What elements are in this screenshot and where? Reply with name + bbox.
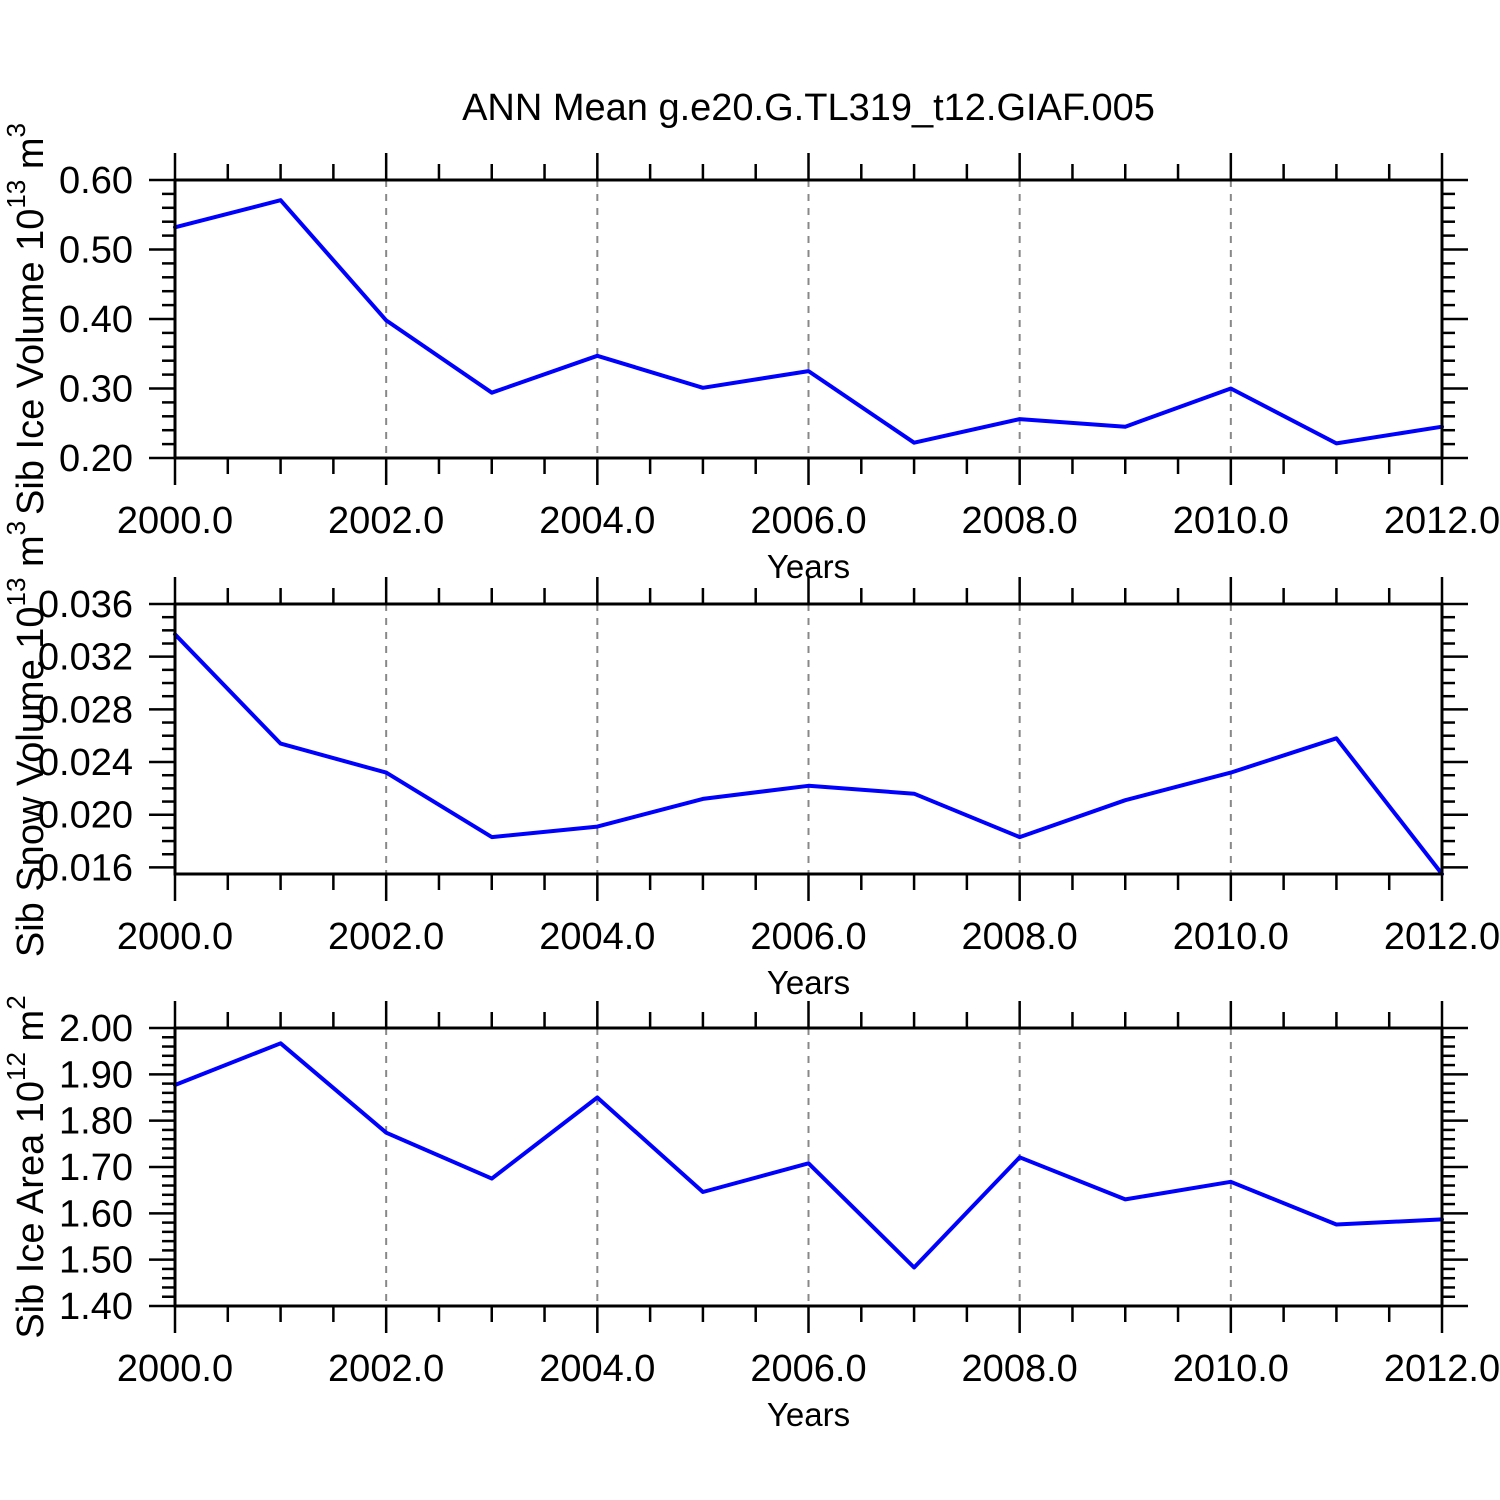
y-tick-label: 0.20 (59, 438, 133, 480)
page-title: ANN Mean g.e20.G.TL319_t12.GIAF.005 (462, 87, 1155, 129)
plot-frame (173, 178, 1444, 460)
x-tick-label: 2010.0 (1173, 916, 1289, 958)
x-tick-label: 2000.0 (117, 1348, 233, 1390)
x-tick-label: 2002.0 (328, 500, 444, 542)
x-tick-label: 2008.0 (962, 1348, 1078, 1390)
chart-sib-ice-area: 2000.0 2002.0 2004.0 2006.0 2008.0 2010.0 2012… (1, 995, 1500, 1433)
y-tick-label: 0.40 (59, 299, 133, 341)
y-tick-label: 0.50 (59, 230, 133, 272)
x-tick-label: 2000.0 (117, 916, 233, 958)
y-tick-label: 0.036 (38, 584, 133, 626)
axis-ticks (149, 153, 1468, 485)
chart-sib-snow-volume: 2000.0 2002.0 2004.0 2006.0 2008.0 2010.0 2012… (1, 521, 1500, 1001)
x-tick-label: 2012.0 (1384, 500, 1500, 542)
x-tick-label: 2006.0 (750, 1348, 866, 1390)
y-tick-label: 2.00 (59, 1008, 133, 1050)
x-axis-title: Years (767, 1396, 850, 1433)
x-axis-title: Years (767, 964, 850, 1001)
y-tick-label: 1.70 (59, 1147, 133, 1189)
y-tick-label: 0.028 (38, 689, 133, 731)
y-tick-label: 0.016 (38, 847, 133, 889)
y-tick-label: 1.60 (59, 1193, 133, 1235)
x-tick-label: 2008.0 (962, 500, 1078, 542)
x-tick-label: 2010.0 (1173, 500, 1289, 542)
y-tick-label: 1.50 (59, 1240, 133, 1282)
x-tick-label: 2012.0 (1384, 1348, 1500, 1390)
y-axis-title: Sib Ice Volume 1013 m3 (1, 123, 52, 515)
y-tick-label: 0.020 (38, 795, 133, 837)
y-tick-label: 0.024 (38, 742, 133, 784)
x-tick-label: 2012.0 (1384, 916, 1500, 958)
y-tick-label: 0.60 (59, 160, 133, 202)
x-tick-label: 2002.0 (328, 916, 444, 958)
x-tick-label: 2008.0 (962, 916, 1078, 958)
axis-ticks (149, 577, 1468, 901)
sib-ice-area-data-line (173, 1041, 1444, 1270)
x-tick-label: 2006.0 (750, 500, 866, 542)
y-axis-title: Sib Ice Area 1012 m2 (1, 995, 52, 1338)
y-tick-label: 0.30 (59, 369, 133, 411)
sib-ice-volume-data-line (173, 198, 1444, 446)
axis-ticks (149, 1001, 1468, 1333)
x-tick-label: 2006.0 (750, 916, 866, 958)
y-tick-label: 1.80 (59, 1101, 133, 1143)
sib-snow-volume-data-line (173, 632, 1444, 876)
x-tick-label: 2000.0 (117, 500, 233, 542)
y-axis-title: Sib Snow Volume 1013 m3 (1, 521, 52, 957)
x-tick-label: 2002.0 (328, 1348, 444, 1390)
x-tick-label: 2010.0 (1173, 1348, 1289, 1390)
x-tick-label: 2004.0 (539, 500, 655, 542)
y-tick-label: 1.40 (59, 1286, 133, 1328)
y-tick-label: 1.90 (59, 1054, 133, 1096)
plot-frame (173, 1026, 1444, 1308)
x-tick-label: 2004.0 (539, 1348, 655, 1390)
x-tick-label: 2004.0 (539, 916, 655, 958)
chart-sib-ice-volume: 2000.0 2002.0 2004.0 2006.0 2008.0 2010.0 2012… (1, 123, 1500, 585)
y-tick-label: 0.032 (38, 637, 133, 679)
